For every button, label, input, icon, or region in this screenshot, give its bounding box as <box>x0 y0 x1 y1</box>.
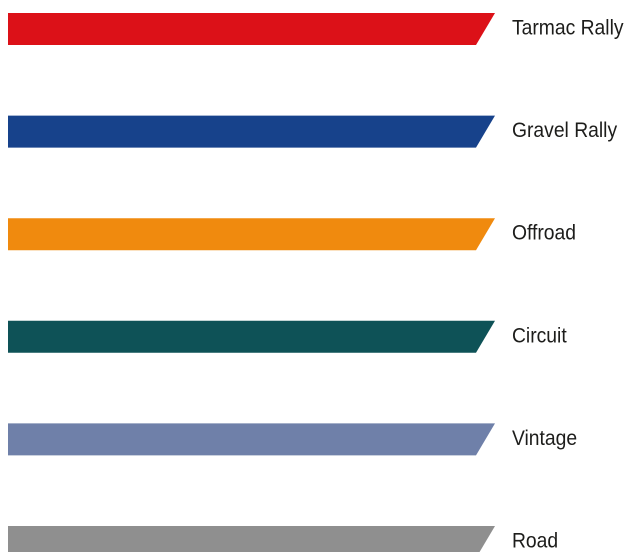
color-swatch <box>8 423 495 456</box>
legend-label: Offroad <box>512 222 576 245</box>
color-swatch <box>8 218 495 251</box>
legend-item: Tarmac Rally <box>8 13 624 45</box>
legend-label: Vintage <box>512 427 577 450</box>
legend-item: Vintage <box>8 423 577 456</box>
legend-item: Gravel Rally <box>8 115 618 148</box>
color-swatch <box>8 13 495 45</box>
legend-label: Gravel Rally <box>512 119 618 142</box>
color-swatch <box>8 320 495 353</box>
legend-label: Tarmac Rally <box>512 17 624 40</box>
legend-label: Circuit <box>512 325 567 348</box>
legend-item: Road <box>8 526 558 552</box>
legend-label: Road <box>512 530 558 552</box>
legend-item: Offroad <box>8 218 576 251</box>
color-swatch <box>8 115 495 148</box>
legend-item: Circuit <box>8 320 567 353</box>
color-swatch <box>8 526 495 552</box>
